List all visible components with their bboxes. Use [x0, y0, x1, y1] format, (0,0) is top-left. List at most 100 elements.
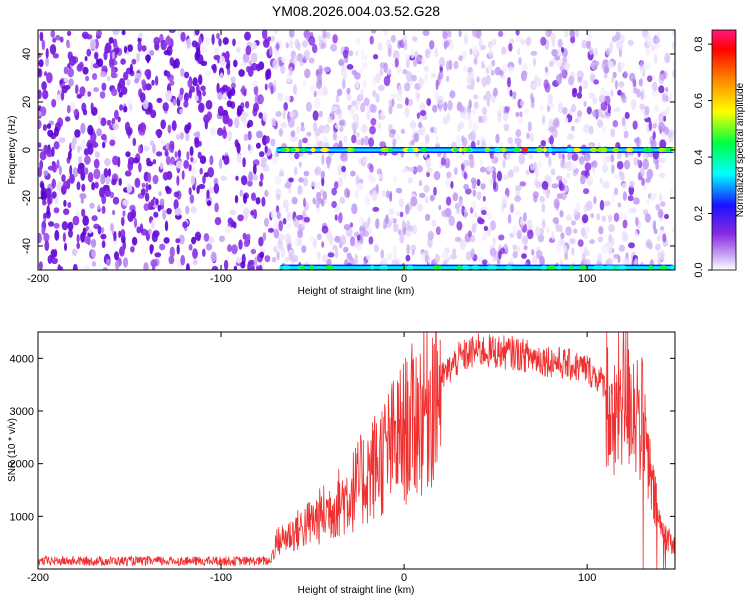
carrier-line-spot: [589, 147, 598, 153]
spectrogram-cell: [209, 127, 217, 136]
spectrogram-cell: [404, 53, 410, 61]
spectrogram-cell: [82, 109, 88, 116]
spectrogram-cell: [424, 213, 431, 222]
spectrogram-cell: [373, 244, 379, 253]
spectrogram-cell: [627, 195, 634, 202]
spectrogram-cell: [491, 156, 499, 164]
spectrogram-cell: [672, 69, 675, 79]
spectrogram-cell: [392, 138, 397, 148]
spectrogram-cell: [385, 214, 389, 224]
spectrogram-cell: [91, 249, 96, 258]
carrier-line-spot: [388, 147, 393, 153]
spectrogram-cell: [200, 60, 208, 66]
carrier-line-spot: [557, 265, 562, 270]
spectrogram-cell: [143, 203, 150, 212]
x-tick-label: 100: [578, 273, 596, 285]
spectrogram-cell: [38, 261, 43, 270]
spectrogram-cell: [361, 61, 368, 69]
spectrogram-cell: [220, 175, 228, 181]
snr-background: [38, 332, 675, 569]
spectrogram-cell: [251, 265, 255, 270]
spectrogram-cell: [149, 140, 155, 146]
spectrogram-cell: [78, 61, 84, 69]
spectrogram-cell: [164, 149, 169, 157]
spectrogram-cell: [242, 52, 250, 63]
spectrogram-cell: [165, 36, 172, 46]
spectrogram-cell: [368, 172, 372, 183]
spectrogram-cell: [77, 166, 85, 175]
spectrogram-cell: [38, 111, 42, 117]
spectrogram-cell: [594, 47, 599, 57]
spectrogram-cell: [120, 86, 128, 95]
spectrogram-cell: [525, 169, 530, 176]
spectrogram-cell: [51, 191, 57, 199]
spectrogram-cell: [613, 174, 621, 180]
spectrogram-cell: [372, 90, 377, 98]
spectrogram-cell: [131, 58, 137, 65]
spectrogram-cell: [590, 213, 595, 219]
spectrogram-cell: [537, 160, 542, 168]
spectrogram-cell: [138, 32, 143, 39]
spectrogram-cell: [163, 237, 170, 244]
spectrogram-cell: [50, 30, 56, 38]
spectrogram-cell: [202, 90, 207, 97]
spectrogram-cell: [46, 123, 52, 129]
spectrogram-cell: [650, 139, 657, 149]
spectrogram-cell: [214, 47, 220, 55]
spectrogram-cell: [463, 171, 468, 180]
spectrogram-cell: [334, 247, 339, 259]
spectrogram-cell: [145, 182, 149, 193]
spectrogram-cell: [119, 246, 125, 257]
spectrogram-cell: [399, 211, 404, 218]
spectrogram-cell: [122, 210, 126, 218]
spectrogram-cell: [99, 91, 106, 99]
spectrogram-cell: [424, 49, 431, 59]
spectrogram-cell: [265, 135, 270, 144]
x-tick-label: -100: [210, 273, 232, 285]
spectrogram-cell: [90, 238, 97, 248]
spectrogram-cell: [405, 204, 410, 215]
spectrogram-cell: [247, 180, 253, 187]
spectrogram-cell: [295, 236, 300, 248]
y-tick-label: -40: [21, 238, 33, 254]
spectrogram-cell: [629, 72, 636, 82]
spectrogram-cell: [160, 119, 166, 130]
x-tick-label: 0: [401, 572, 407, 584]
spectrogram-cell: [251, 192, 256, 201]
spectrogram-cell: [538, 77, 542, 87]
spectrogram-cell: [294, 152, 300, 160]
spectrogram-cell: [147, 172, 152, 183]
spectrogram-cell: [278, 220, 284, 232]
spectrogram-cell: [564, 185, 568, 193]
spectrogram-cell: [102, 267, 108, 270]
spectrogram-cell: [338, 212, 343, 224]
spectrogram-cell: [289, 111, 295, 118]
spectrogram-cell: [81, 31, 89, 39]
spectrogram-cell: [392, 222, 399, 233]
spectrogram-cell: [264, 145, 268, 154]
spectrogram-cell: [423, 65, 429, 72]
spectrogram-cell: [58, 137, 66, 143]
spectrogram-cell: [52, 53, 60, 59]
spectrogram-cell: [136, 52, 140, 63]
spectrogram-cell: [428, 258, 432, 266]
spectrogram-cell: [273, 30, 278, 35]
spectrogram-cell: [206, 189, 210, 199]
spectrogram-cell: [205, 100, 213, 110]
spectrogram-cell: [496, 170, 503, 182]
spectrogram-cell: [355, 79, 360, 89]
spectrogram-cell: [87, 91, 92, 97]
spectrogram-cell: [419, 192, 426, 198]
spectrogram-cell: [217, 105, 224, 117]
spectrogram-cell: [354, 72, 361, 80]
spectrogram-cell: [587, 175, 593, 183]
spectrogram-cell: [478, 37, 483, 49]
spectrogram-cell: [481, 60, 485, 69]
spectrogram-cell: [231, 244, 238, 255]
spectrogram-cell: [396, 103, 403, 109]
spectrogram-cell: [56, 159, 60, 169]
spectrogram-cell: [284, 182, 292, 189]
carrier-line-spot: [458, 147, 463, 153]
spectrogram-cell: [183, 92, 189, 103]
spectrogram-cell: [66, 105, 71, 114]
